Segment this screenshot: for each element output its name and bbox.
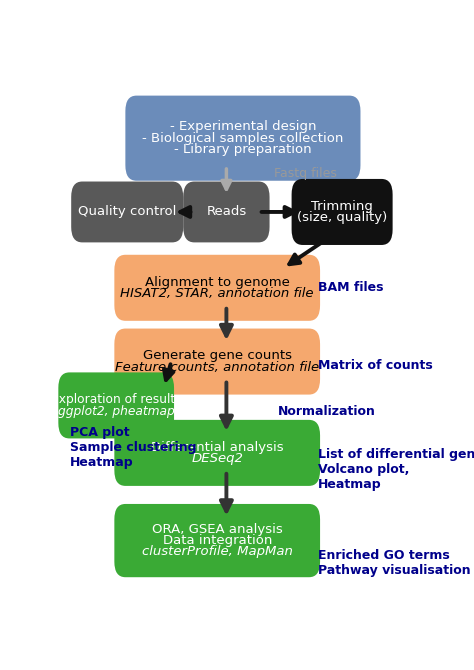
FancyBboxPatch shape: [114, 420, 320, 486]
Text: - Experimental design: - Experimental design: [170, 121, 316, 133]
FancyBboxPatch shape: [71, 182, 183, 243]
Text: HISAT2, STAR, annotation file: HISAT2, STAR, annotation file: [120, 287, 314, 300]
Text: - Library preparation: - Library preparation: [174, 143, 312, 156]
Text: Alignment to genome: Alignment to genome: [145, 275, 290, 289]
Text: Enriched GO terms
Pathway visualisation: Enriched GO terms Pathway visualisation: [318, 549, 471, 577]
Text: Matrix of counts: Matrix of counts: [318, 358, 433, 372]
FancyBboxPatch shape: [183, 182, 270, 243]
Text: Normalization: Normalization: [278, 405, 376, 418]
Text: Differential analysis: Differential analysis: [151, 441, 283, 454]
Text: ORA, GSEA analysis: ORA, GSEA analysis: [152, 523, 283, 536]
FancyBboxPatch shape: [58, 373, 174, 438]
Text: Trimming: Trimming: [311, 200, 373, 213]
Text: PCA plot
Sample clustering
Heatmap: PCA plot Sample clustering Heatmap: [70, 426, 197, 469]
Text: BAM files: BAM files: [318, 281, 384, 294]
Text: Exploration of results: Exploration of results: [51, 393, 182, 406]
Text: Data integration: Data integration: [163, 534, 272, 547]
Text: DESeq2: DESeq2: [191, 452, 243, 465]
FancyBboxPatch shape: [125, 96, 360, 181]
Text: Reads: Reads: [206, 206, 246, 218]
Text: Generate gene counts: Generate gene counts: [143, 349, 292, 362]
FancyBboxPatch shape: [114, 255, 320, 321]
Text: ggplot2, pheatmap: ggplot2, pheatmap: [58, 405, 174, 417]
Text: Feature counts, annotation file: Feature counts, annotation file: [115, 360, 319, 374]
Text: List of differential genes
Volcano plot,
Heatmap: List of differential genes Volcano plot,…: [318, 448, 474, 491]
Text: Quality control: Quality control: [78, 206, 176, 218]
FancyBboxPatch shape: [292, 179, 392, 245]
FancyBboxPatch shape: [114, 328, 320, 395]
Text: clusterProfile, MapMan: clusterProfile, MapMan: [142, 545, 292, 558]
Text: (size, quality): (size, quality): [297, 211, 387, 224]
Text: - Biological samples collection: - Biological samples collection: [142, 132, 344, 145]
Text: Fastq files: Fastq files: [274, 167, 337, 180]
FancyBboxPatch shape: [114, 504, 320, 578]
